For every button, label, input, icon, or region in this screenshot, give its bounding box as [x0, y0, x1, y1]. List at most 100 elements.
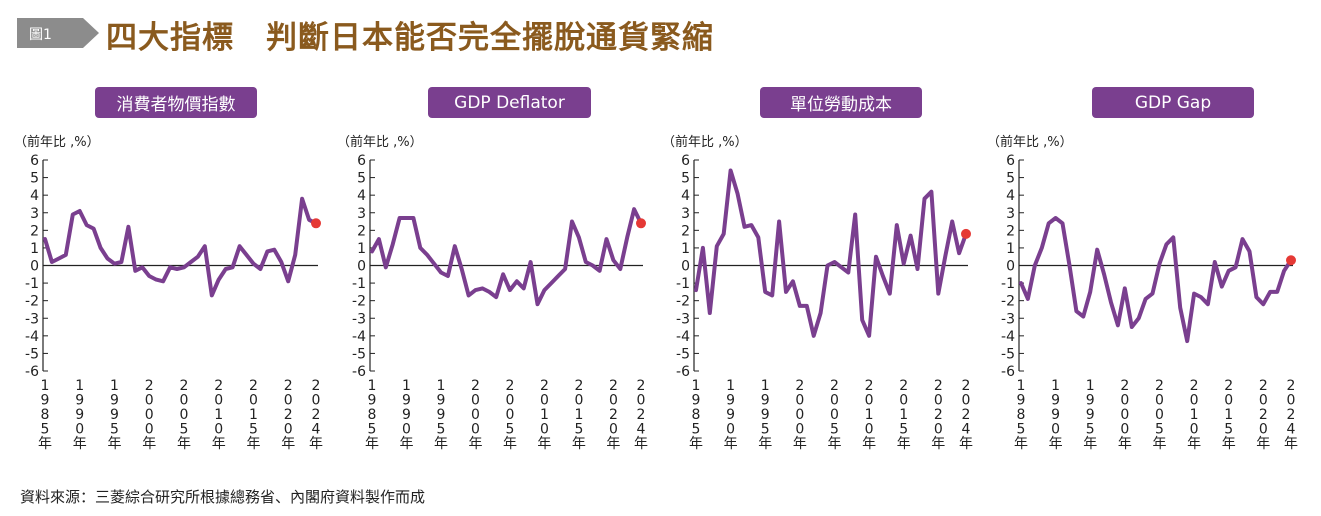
y-tick-label-unit-labor-cost: -2 [676, 294, 690, 310]
figure-tag: 圖1 [17, 18, 99, 48]
y-tick-label-gdp-gap: 3 [1006, 206, 1015, 222]
latest-point-unit-labor-cost [961, 228, 971, 239]
y-tick-label-unit-labor-cost: -6 [676, 364, 690, 380]
y-tick-label-cpi: 5 [30, 171, 39, 187]
page-title: 四大指標 判斷日本能否完全擺脫通貨緊縮 [106, 20, 714, 56]
y-tick-label-gdp-gap: -3 [1001, 311, 1015, 327]
y-tick-label-cpi: 2 [30, 223, 39, 239]
y-tick-label-cpi: -2 [25, 294, 39, 310]
latest-point-gdp-deflator [636, 218, 646, 229]
y-tick-label-unit-labor-cost: 5 [681, 171, 690, 187]
y-tick-label-cpi: -3 [25, 311, 39, 327]
y-tick-label-gdp-gap: 1 [1006, 241, 1015, 257]
y-tick-label-cpi: 0 [30, 259, 39, 275]
y-tick-label-gdp-gap: -5 [1001, 346, 1015, 362]
y-tick-label-gdp-deflator: -1 [352, 276, 366, 292]
y-tick-label-unit-labor-cost: 1 [681, 241, 690, 257]
y-tick-label-cpi: -1 [25, 276, 39, 292]
y-tick-label-cpi: 3 [30, 206, 39, 222]
y-tick-label-gdp-deflator: 3 [357, 206, 366, 222]
y-tick-label-cpi: 6 [30, 153, 39, 169]
y-tick-label-gdp-gap: -2 [1001, 294, 1015, 310]
figure-label: 圖1 [29, 27, 52, 43]
series-line-unit-labor-cost [694, 168, 968, 338]
y-tick-label-gdp-deflator: -2 [352, 294, 366, 310]
chart-title-gdp-gap: GDP Gap [1092, 87, 1254, 118]
y-tick-label-gdp-gap: 5 [1006, 171, 1015, 187]
unit-label-unit-labor-cost: （前年比 ,%） [662, 135, 748, 150]
y-tick-label-gdp-deflator: -5 [352, 346, 366, 362]
latest-point-cpi [311, 218, 321, 229]
y-tick-label-unit-labor-cost: -5 [676, 346, 690, 362]
y-tick-label-gdp-gap: 6 [1006, 153, 1015, 169]
y-tick-label-gdp-gap: -4 [1001, 329, 1015, 345]
chart-title-cpi: 消費者物價指數 [95, 87, 257, 118]
series-line-cpi [43, 196, 318, 298]
y-tick-label-cpi: -6 [25, 364, 39, 380]
latest-point-gdp-gap [1286, 255, 1296, 266]
y-tick-label-gdp-gap: 0 [1006, 259, 1015, 275]
y-tick-label-unit-labor-cost: -1 [676, 276, 690, 292]
y-tick-label-unit-labor-cost: -3 [676, 311, 690, 327]
unit-label-gdp-gap: （前年比 ,%） [987, 135, 1073, 150]
unit-label-gdp-deflator: （前年比 ,%） [337, 135, 423, 150]
y-tick-label-gdp-gap: -6 [1001, 364, 1015, 380]
y-tick-label-unit-labor-cost: -4 [676, 329, 690, 345]
y-tick-label-unit-labor-cost: 3 [681, 206, 690, 222]
y-tick-label-gdp-deflator: -3 [352, 311, 366, 327]
y-tick-label-gdp-gap: -1 [1001, 276, 1015, 292]
y-tick-label-gdp-deflator: -4 [352, 329, 366, 345]
y-tick-label-gdp-deflator: 2 [357, 223, 366, 239]
figure-tag-arrow-shape [17, 18, 99, 48]
y-tick-label-cpi: 4 [30, 188, 39, 204]
y-tick-label-unit-labor-cost: 0 [681, 259, 690, 275]
y-tick-label-gdp-gap: 4 [1006, 188, 1015, 204]
y-tick-label-unit-labor-cost: 2 [681, 223, 690, 239]
series-line-gdp-deflator [370, 207, 643, 307]
y-tick-label-gdp-deflator: 6 [357, 153, 366, 169]
source-note: 資料來源：三菱綜合研究所根據總務省、內閣府資料製作而成 [20, 488, 426, 506]
y-tick-label-gdp-deflator: 0 [357, 259, 366, 275]
y-tick-label-gdp-gap: 2 [1006, 223, 1015, 239]
y-tick-label-cpi: -4 [25, 329, 39, 345]
y-tick-label-gdp-deflator: 1 [357, 241, 366, 257]
series-line-gdp-gap [1019, 216, 1293, 344]
y-tick-label-unit-labor-cost: 4 [681, 188, 690, 204]
y-tick-label-gdp-deflator: 4 [357, 188, 366, 204]
y-tick-label-unit-labor-cost: 6 [681, 153, 690, 169]
